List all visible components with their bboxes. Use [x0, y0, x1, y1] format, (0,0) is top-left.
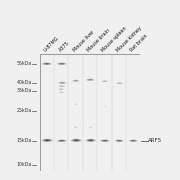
Text: ARF5: ARF5 — [148, 138, 162, 143]
Text: 40kDa: 40kDa — [16, 80, 32, 85]
Text: 35kDa: 35kDa — [16, 88, 32, 93]
Text: 15kDa: 15kDa — [16, 138, 32, 143]
Text: A375: A375 — [58, 40, 70, 53]
Text: U-87MG: U-87MG — [43, 36, 61, 53]
Text: Mouse kidney: Mouse kidney — [115, 26, 143, 53]
Text: Mouse brain: Mouse brain — [86, 28, 111, 53]
Text: 10kDa: 10kDa — [16, 162, 32, 167]
Text: 55kDa: 55kDa — [16, 61, 32, 66]
Text: Mouse spleen: Mouse spleen — [101, 26, 128, 53]
Text: Mouse liver: Mouse liver — [72, 30, 95, 53]
Text: 25kDa: 25kDa — [16, 108, 32, 113]
Text: Rat brain: Rat brain — [130, 33, 149, 53]
